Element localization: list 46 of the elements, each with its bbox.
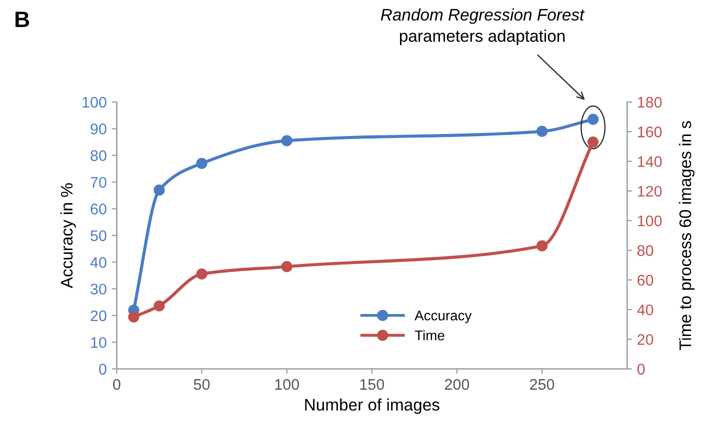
legend-label: Accuracy — [414, 310, 472, 324]
y2-tick-label: 80 — [637, 245, 654, 256]
y-tick-label: 50 — [90, 230, 106, 242]
point — [196, 268, 208, 280]
text: Random Regression Forest — [380, 8, 585, 24]
y2-tick-label: 120 — [638, 186, 662, 197]
point — [154, 300, 165, 312]
y2-tick-label: 180 — [638, 96, 662, 108]
y-tick-label: 80 — [90, 150, 106, 162]
point — [587, 114, 599, 125]
point — [281, 261, 292, 272]
point — [536, 240, 548, 252]
x-tick-label: 200 — [444, 379, 470, 390]
y-axis-title: Accuracy in % — [60, 183, 76, 288]
text: parameters adaptation — [400, 30, 565, 46]
y-tick-label: 70 — [90, 176, 106, 188]
y2-tick-label: 160 — [638, 126, 662, 138]
x-tick-label: 250 — [530, 379, 554, 390]
y2-tick-label: 20 — [638, 334, 654, 345]
y2-axis-title: Time to process 60 images in s — [678, 121, 694, 350]
x-tick-label: 0 — [113, 379, 120, 390]
y2-tick-label: 40 — [637, 304, 654, 316]
y-tick-label: 20 — [90, 310, 106, 322]
x-tick-label: 50 — [194, 379, 210, 390]
y-tick-label: 0 — [99, 364, 106, 375]
y2-tick-label: 100 — [638, 215, 662, 226]
point — [536, 126, 548, 137]
text: B — [16, 12, 30, 27]
legend-label: Time — [414, 330, 444, 340]
y-tick-label: 40 — [90, 257, 106, 268]
point — [128, 311, 140, 323]
y-tick-label: 60 — [90, 204, 106, 214]
x-tick-label: 150 — [360, 379, 384, 390]
point — [154, 184, 165, 196]
y-tick-label: 100 — [82, 96, 106, 108]
y-tick-label: 10 — [91, 337, 106, 348]
y-tick-label: 30 — [90, 284, 106, 295]
x-tick-label: 100 — [275, 379, 299, 390]
x-axis-title: Number of images — [305, 398, 440, 414]
point — [196, 158, 208, 169]
y-tick-label: 90 — [90, 124, 106, 134]
y2-tick-label: 140 — [638, 156, 662, 167]
point — [587, 136, 599, 148]
y2-tick-label: 0 — [637, 364, 645, 375]
point — [281, 135, 292, 146]
y2-tick-label: 60 — [638, 274, 654, 286]
